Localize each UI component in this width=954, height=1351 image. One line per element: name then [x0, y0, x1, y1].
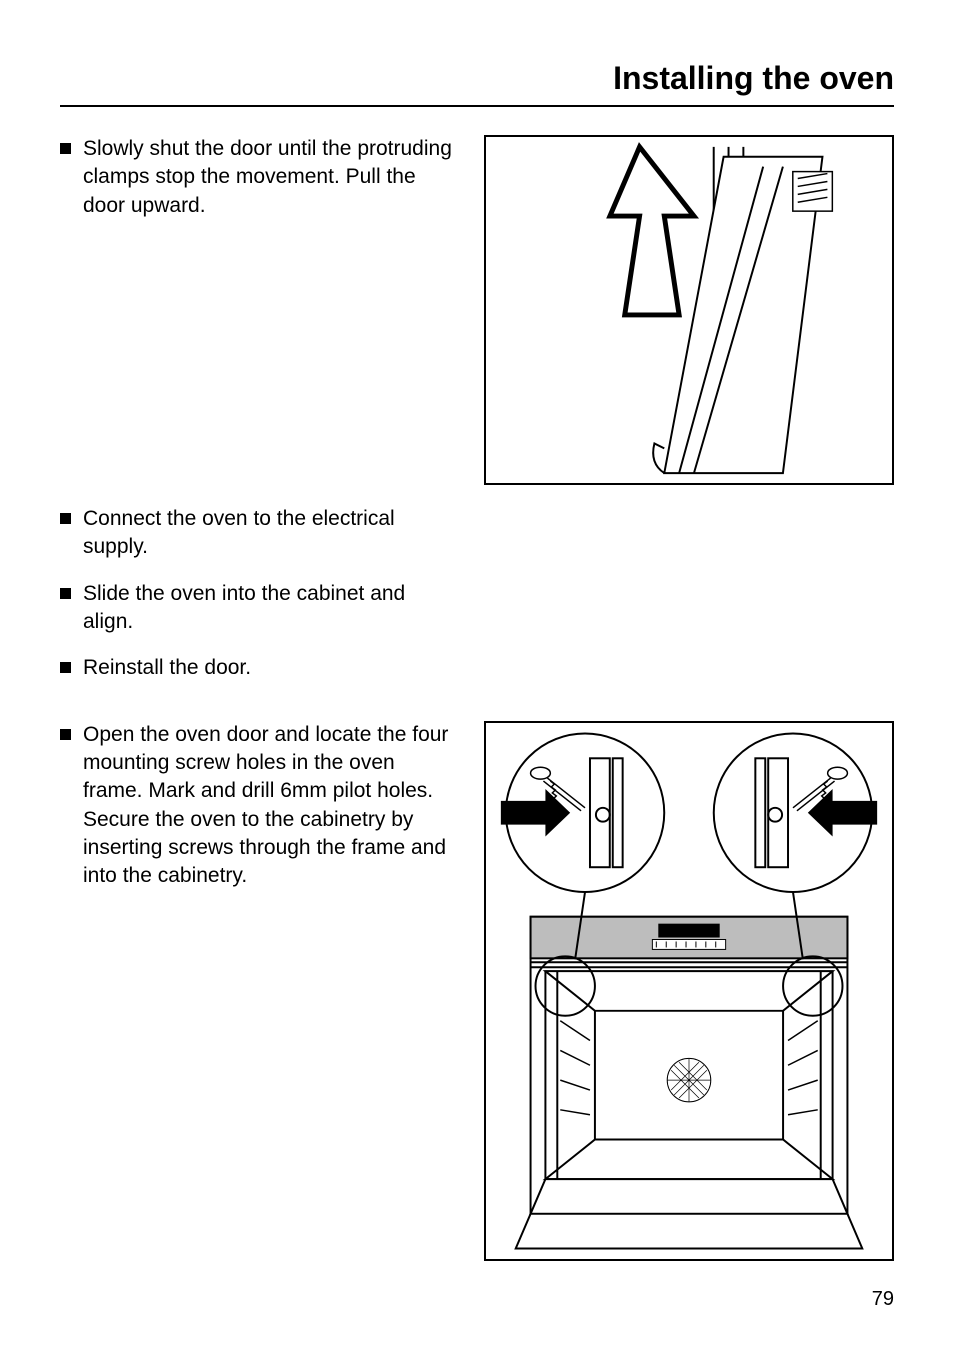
bullet-text: Reinstall the door. [83, 654, 454, 682]
bullet-marker-icon [60, 513, 71, 524]
bullet-text: Open the oven door and locate the four m… [83, 721, 454, 891]
bullet-text: Slide the oven into the cabinet and alig… [83, 580, 454, 637]
figure-door-removal [484, 135, 894, 485]
bullet-item: Connect the oven to the electrical suppl… [60, 505, 454, 562]
bullet-item: Open the oven door and locate the four m… [60, 721, 454, 891]
bullet-marker-icon [60, 143, 71, 154]
bullet-item: Slowly shut the door until the protrudin… [60, 135, 454, 220]
figure-oven-mounting [484, 721, 894, 1261]
page-title: Installing the oven [60, 60, 894, 107]
bullet-text: Slowly shut the door until the protrudin… [83, 135, 454, 220]
page-number: 79 [872, 1288, 894, 1311]
bullet-marker-icon [60, 588, 71, 599]
bullet-text: Connect the oven to the electrical suppl… [83, 505, 454, 562]
bullet-item: Reinstall the door. [60, 654, 454, 682]
bullet-item: Slide the oven into the cabinet and alig… [60, 580, 454, 637]
bullet-marker-icon [60, 729, 71, 740]
bullet-marker-icon [60, 662, 71, 673]
